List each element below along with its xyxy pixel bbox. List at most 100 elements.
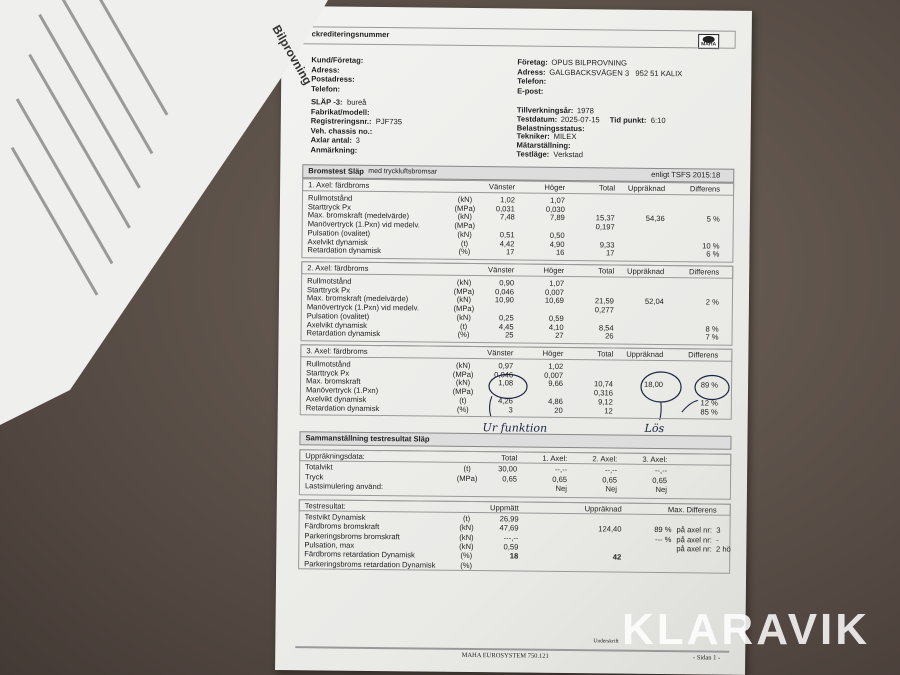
cell-value: Nej [655, 484, 668, 495]
row-unit: (kN) [457, 229, 472, 239]
row-label: Pulsation, max [304, 540, 355, 550]
column-header: Max. Differens [667, 505, 717, 515]
page-number: - Sidan 1 - [692, 654, 721, 662]
row-unit: (%) [456, 404, 469, 414]
field-value: 6:10 [650, 115, 666, 125]
table-title: Testresultat: [304, 501, 346, 511]
column-header: Total [598, 266, 615, 276]
field-label: Företag: [517, 57, 548, 67]
row-label: Färdbroms bromskraft [304, 521, 380, 532]
pen-stroke [488, 396, 493, 417]
column-header: Total [501, 453, 518, 463]
cell-value: 4,10 [548, 322, 564, 332]
field-label: Tillverkningsår: [516, 105, 574, 116]
field-label: Tid punkt: [609, 115, 647, 125]
cell-value: 124,40 [598, 524, 622, 534]
row-unit: (kN) [459, 532, 474, 542]
logo-text: MAHA [701, 41, 717, 48]
cell-value: --,-- [654, 465, 668, 476]
cell-value: 47,69 [499, 523, 519, 533]
row-unit: (kN) [459, 523, 474, 533]
cell-value: 16 [555, 248, 565, 258]
blurred-text [10, 0, 169, 296]
row-unit: (kN) [456, 295, 472, 305]
row-unit: (kN) [456, 277, 472, 287]
row-unit: (t) [459, 395, 467, 405]
row-unit: (t) [460, 238, 469, 248]
cell-value: 0,59 [503, 542, 519, 552]
cell-value: 0,007 [544, 370, 564, 380]
field-value: Verkstad [553, 149, 584, 160]
cell-value: Nej [555, 483, 568, 494]
section-title: Sammanställning testresultat Släp [305, 433, 430, 444]
cell-value: 0,59 [548, 313, 564, 323]
field-value: PJF735 [375, 116, 403, 127]
cell-value: 15,37 [595, 213, 615, 223]
row-unit: (kN) [457, 212, 473, 222]
cell-value: 18,00 [643, 380, 664, 390]
cell-value: 89 % [700, 380, 719, 390]
axle-ref: på axel nr: 2 hö [676, 544, 731, 554]
cell-value: 52,04 [644, 297, 664, 307]
cell-value: 1,07 [549, 278, 565, 288]
table-title: Uppräkningsdata: [305, 451, 365, 461]
cell-value: 20 [554, 405, 563, 415]
cell-value: 1,02 [500, 195, 516, 205]
cell-value: 0,65 [502, 473, 518, 483]
row-unit: (kN) [459, 541, 474, 551]
circle-mark [488, 373, 528, 399]
cell-value: 4,86 [548, 396, 563, 406]
cell-value: 4,45 [498, 321, 514, 331]
signature-label: Underskrift [593, 638, 619, 645]
cell-value: 42 [612, 552, 622, 562]
cell-value: --,-- [554, 464, 568, 475]
cell-value: 2 % [705, 297, 719, 307]
column-header: 1. Axel: [542, 453, 568, 464]
cell-value: 25 [505, 330, 514, 340]
cell-value: 0,65 [652, 475, 668, 485]
document: ckrediteringsnummer MAHA Kund/Företag: Adre… [275, 6, 752, 675]
field-label: Testläge: [516, 149, 550, 159]
column-header: Uppräknad [584, 504, 622, 514]
row-unit: (kN) [456, 312, 471, 322]
handwritten-note: Lös [644, 421, 665, 436]
row-unit: (t) [463, 513, 471, 523]
cell-value: 0,90 [499, 278, 515, 288]
cell-value: 21,59 [594, 296, 614, 306]
handwriting-overlay [488, 33, 730, 421]
watermark: KLARAVIK [622, 605, 871, 654]
column-header: Uppräknad [627, 266, 665, 277]
cell-value: 9,33 [599, 239, 615, 249]
column-header: Total [599, 183, 616, 193]
cell-value: 0,046 [494, 286, 515, 297]
cell-value: 9,12 [598, 397, 613, 407]
cell-value: 0,007 [544, 287, 565, 297]
row-label: Parkeringsbroms retardation Dynamisk [304, 558, 436, 570]
field-value: 3 [355, 135, 360, 145]
field-label: Tekniker: [516, 131, 550, 142]
field-label: Testdatum: [516, 114, 558, 124]
cell-value: 10 % [702, 240, 720, 251]
column-header: Höger [544, 182, 566, 192]
cell-value: 26,99 [499, 514, 519, 524]
row-unit: (%) [458, 247, 471, 257]
row-label: Tryck [305, 471, 324, 481]
cell-value: 10,74 [593, 379, 614, 389]
cell-value: 9,66 [548, 379, 564, 389]
row-label: Färdbroms retardation Dynamisk [304, 549, 415, 560]
row-unit: (kN) [456, 360, 471, 370]
cell-value: 1,07 [550, 195, 566, 205]
axle-ref: på axel nr: 3 [676, 525, 721, 535]
standard: enligt TSFS 2015:18 [651, 169, 721, 180]
column-header: Differens [689, 184, 721, 194]
column-header: Total [597, 349, 614, 359]
column-header: Vänster [488, 182, 516, 192]
column-header: Vänster [487, 348, 514, 358]
field-label: E-post: [517, 85, 544, 96]
field-value: 2025-07-15 [560, 114, 600, 125]
axle-ref: på axel nr: - [676, 534, 719, 545]
field-value: 1978 [576, 106, 594, 116]
row-unit: (t) [460, 321, 468, 331]
row-unit: (kN) [457, 194, 473, 205]
cell-value: 0,65 [602, 474, 618, 485]
